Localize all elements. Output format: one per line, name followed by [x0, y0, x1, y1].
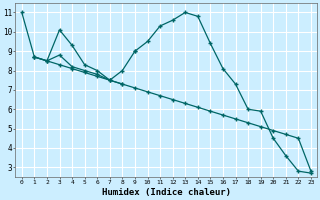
X-axis label: Humidex (Indice chaleur): Humidex (Indice chaleur): [102, 188, 231, 197]
